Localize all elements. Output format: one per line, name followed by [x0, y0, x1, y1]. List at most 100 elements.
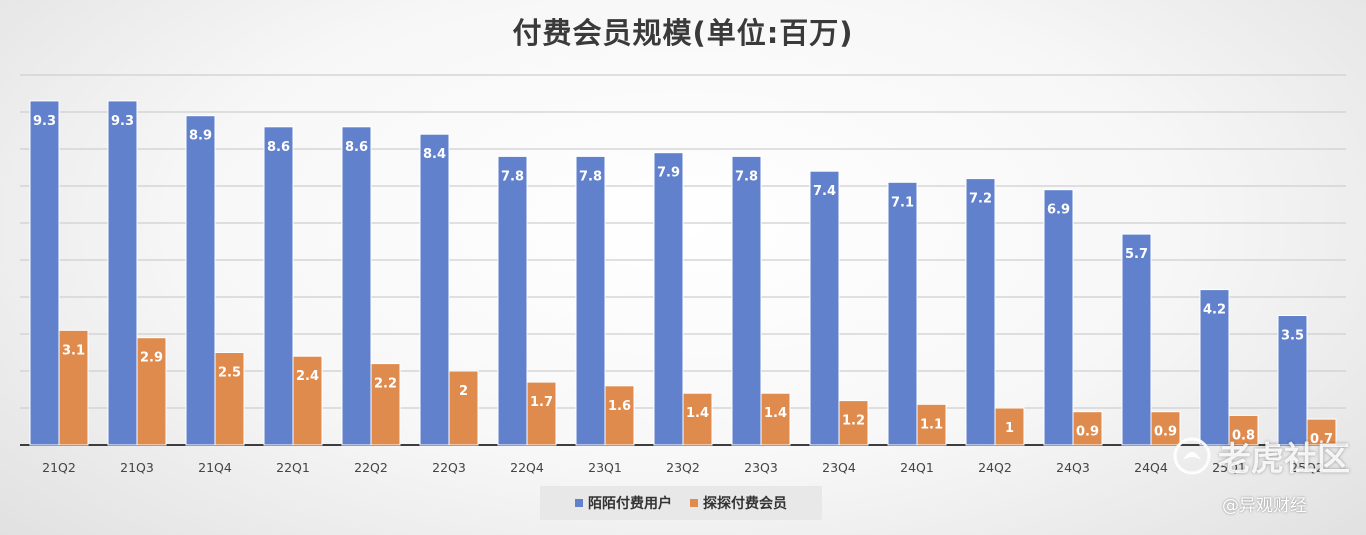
- x-tick-label: 25Q1: [1212, 460, 1246, 475]
- bar-tantan: [838, 400, 869, 446]
- x-tick-label: 24Q1: [900, 460, 934, 475]
- chart-title: 付费会员规模(单位:百万): [512, 16, 854, 50]
- x-tick-label: 22Q3: [432, 460, 466, 475]
- bar-momo: [575, 155, 606, 446]
- data-label-momo: 7.8: [579, 169, 602, 184]
- data-label-tantan: 0.7: [1310, 432, 1333, 447]
- data-label-tantan: 1.1: [920, 417, 943, 432]
- watermark-author: @异观财经: [1222, 496, 1307, 516]
- bar-tantan: [682, 392, 713, 446]
- data-label-tantan: 0.8: [1232, 428, 1255, 443]
- legend-item-tantan: 探探付费会员: [690, 493, 787, 513]
- legend-label-tantan: 探探付费会员: [703, 496, 787, 512]
- data-label-momo: 7.1: [891, 195, 914, 210]
- x-tick-label: 23Q4: [822, 460, 856, 475]
- bar-momo: [107, 100, 138, 446]
- data-label-momo: 8.4: [423, 147, 446, 162]
- data-label-momo: 7.4: [813, 184, 836, 199]
- x-tick-label: 23Q1: [588, 460, 622, 475]
- x-tick-label: 22Q1: [276, 460, 310, 475]
- bar-tantan: [760, 392, 791, 446]
- data-label-tantan: 1.2: [842, 414, 865, 429]
- data-label-tantan: 2.2: [374, 377, 397, 392]
- data-label-tantan: 2: [459, 384, 468, 399]
- x-tick-label: 25Q2: [1290, 460, 1324, 475]
- legend: 陌陌付费用户 探探付费会员: [540, 486, 822, 520]
- bar-tantan: [370, 363, 401, 446]
- bar-momo: [809, 170, 840, 446]
- data-label-tantan: 0.9: [1076, 425, 1099, 440]
- x-tick-label: 21Q4: [198, 460, 232, 475]
- data-labels: 9.3 3.1 9.3 2.9 8.9 2.5 8.6 2.4 8.6 2.2 8.4 2 7.8 1.7…: [33, 114, 1333, 447]
- data-label-tantan: 3.1: [62, 343, 85, 358]
- data-label-momo: 7.8: [501, 169, 524, 184]
- x-tick-label: 24Q4: [1134, 460, 1168, 475]
- x-axis-ticks: 21Q2 21Q3 21Q4 22Q1 22Q2 22Q3 22Q4 23Q1 23Q2 23Q3…: [42, 460, 1324, 475]
- tiger-icon: [1173, 437, 1211, 475]
- bar-momo: [731, 155, 762, 446]
- x-tick-label: 23Q3: [744, 460, 778, 475]
- bar-tantan: [448, 370, 479, 446]
- bar-tantan: [1228, 414, 1259, 446]
- bar-momo: [965, 178, 996, 446]
- x-tick-label: 21Q3: [120, 460, 154, 475]
- bar-tantan: [526, 381, 557, 446]
- bar-tantan: [1072, 411, 1103, 446]
- data-label-tantan: 1: [1005, 421, 1014, 436]
- bar-tantan: [604, 385, 635, 446]
- bar-tantan: [136, 337, 167, 446]
- bar-momo: [419, 133, 450, 446]
- data-label-momo: 3.5: [1281, 329, 1304, 344]
- data-label-tantan: 1.6: [608, 399, 631, 414]
- data-label-momo: 9.3: [111, 114, 134, 129]
- legend-swatch-tantan: [690, 499, 698, 507]
- legend-item-momo: 陌陌付费用户: [575, 493, 672, 513]
- bar-momo: [29, 100, 60, 446]
- bar-tantan: [994, 407, 1025, 446]
- bar-tantan: [1306, 418, 1337, 446]
- data-label-momo: 6.9: [1047, 203, 1070, 218]
- bar-momo: [497, 155, 528, 446]
- bar-momo: [185, 115, 216, 446]
- data-label-tantan: 0.9: [1154, 425, 1177, 440]
- data-label-momo: 4.2: [1203, 303, 1226, 318]
- bar-momo: [1043, 189, 1074, 446]
- legend-swatch-momo: [575, 499, 583, 507]
- bar-momo: [341, 126, 372, 446]
- x-tick-label: 22Q4: [510, 460, 544, 475]
- bar-momo: [263, 126, 294, 446]
- watermark-text: 老虎社区: [1218, 439, 1350, 478]
- x-tick-label: 24Q3: [1056, 460, 1090, 475]
- data-label-momo: 7.2: [969, 192, 992, 207]
- data-label-tantan: 1.4: [686, 406, 709, 421]
- x-tick-label: 24Q2: [978, 460, 1012, 475]
- data-label-momo: 8.6: [345, 140, 368, 155]
- bar-momo: [1199, 289, 1230, 446]
- data-label-momo: 9.3: [33, 114, 56, 129]
- data-label-momo: 7.8: [735, 169, 758, 184]
- bar-tantan: [214, 352, 245, 446]
- bar-momo: [1277, 315, 1308, 446]
- bar-momo: [887, 181, 918, 446]
- data-label-tantan: 1.7: [530, 395, 553, 410]
- data-label-tantan: 2.5: [218, 366, 241, 381]
- x-tick-label: 22Q2: [354, 460, 388, 475]
- watermark: 老虎社区: [1172, 432, 1350, 480]
- data-label-tantan: 2.4: [296, 369, 319, 384]
- data-label-momo: 5.7: [1125, 247, 1148, 262]
- bar-momo: [1121, 233, 1152, 446]
- data-label-tantan: 1.4: [764, 406, 787, 421]
- x-tick-label: 21Q2: [42, 460, 76, 475]
- bar-tantan: [1150, 411, 1181, 446]
- bar-tantan: [58, 329, 89, 446]
- data-label-momo: 8.9: [189, 129, 212, 144]
- bars: [29, 100, 1337, 446]
- data-label-momo: 8.6: [267, 140, 290, 155]
- x-tick-label: 23Q2: [666, 460, 700, 475]
- bar-tantan: [292, 355, 323, 446]
- data-label-tantan: 2.9: [140, 351, 163, 366]
- data-label-momo: 7.9: [657, 166, 680, 181]
- bar-momo: [653, 152, 684, 446]
- legend-label-momo: 陌陌付费用户: [588, 496, 672, 512]
